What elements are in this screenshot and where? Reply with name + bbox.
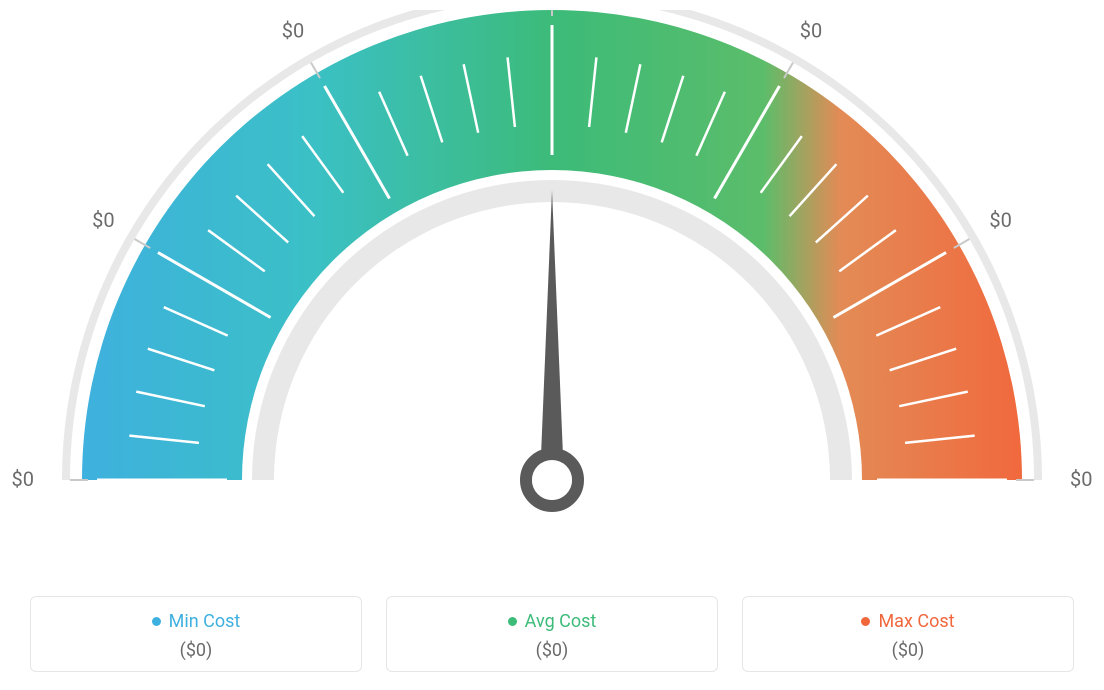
svg-text:$0: $0 <box>92 208 114 232</box>
svg-text:$0: $0 <box>1070 467 1092 491</box>
svg-text:$0: $0 <box>282 18 304 42</box>
legend-card-max: Max Cost ($0) <box>742 596 1074 672</box>
legend-label-max: Max Cost <box>878 611 954 632</box>
legend-value-avg: ($0) <box>397 640 707 661</box>
legend-label-avg: Avg Cost <box>525 611 597 632</box>
legend-label-row: Avg Cost <box>397 611 707 632</box>
legend-row: Min Cost ($0) Avg Cost ($0) Max Cost ($0… <box>30 596 1074 672</box>
gauge-chart: $0$0$0$0$0$0$0 <box>2 10 1102 570</box>
gauge-container: $0$0$0$0$0$0$0 <box>2 10 1102 570</box>
legend-card-avg: Avg Cost ($0) <box>386 596 718 672</box>
legend-value-min: ($0) <box>41 640 351 661</box>
legend-card-min: Min Cost ($0) <box>30 596 362 672</box>
legend-label-min: Min Cost <box>169 611 241 632</box>
legend-value-max: ($0) <box>753 640 1063 661</box>
legend-dot-min <box>152 617 161 626</box>
legend-label-row: Max Cost <box>753 611 1063 632</box>
legend-label-row: Min Cost <box>41 611 351 632</box>
svg-text:$0: $0 <box>989 208 1011 232</box>
legend-dot-avg <box>508 617 517 626</box>
svg-text:$0: $0 <box>12 467 34 491</box>
svg-text:$0: $0 <box>800 18 822 42</box>
legend-dot-max <box>861 617 870 626</box>
